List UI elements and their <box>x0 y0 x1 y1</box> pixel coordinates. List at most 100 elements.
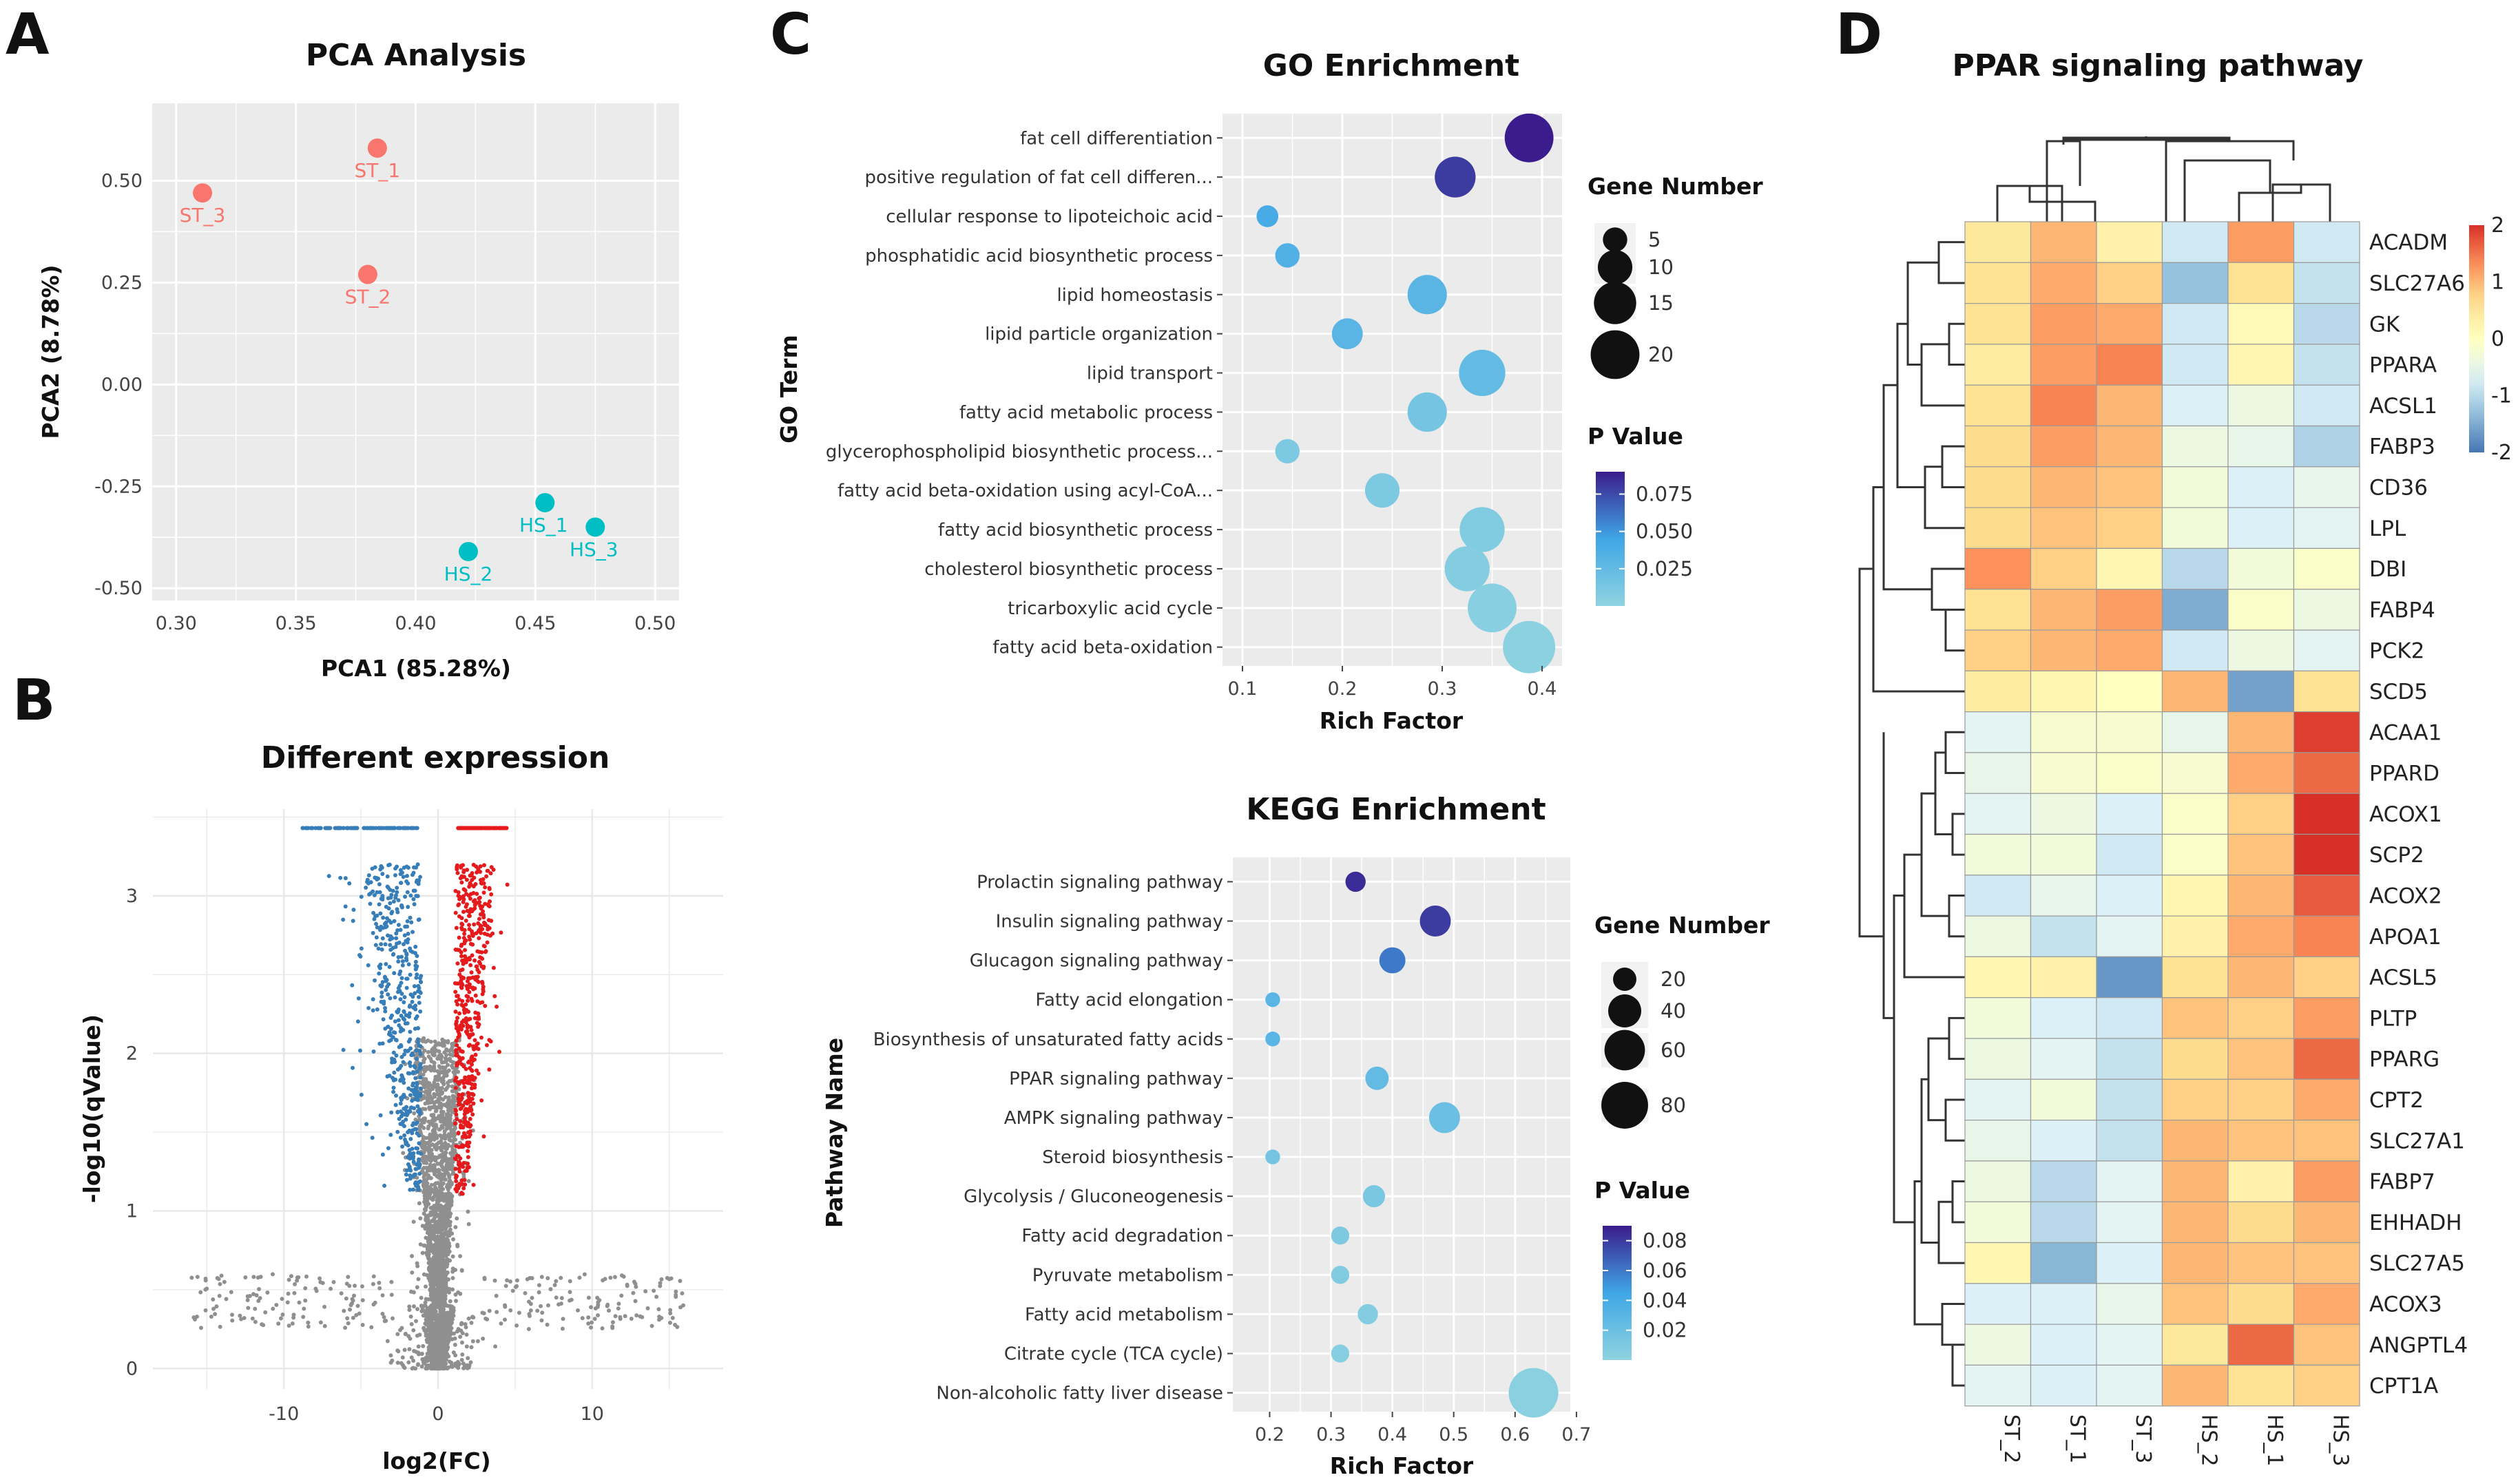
heatmap-cell <box>2161 547 2229 590</box>
heatmap-cell <box>2030 875 2097 917</box>
heatmap-cell <box>2161 1160 2229 1202</box>
heatmap-cell <box>2096 221 2163 263</box>
heatmap-cell <box>2161 221 2229 263</box>
kegg-category-label: Steroid biosynthesis <box>1042 1147 1223 1168</box>
go-color-legend-label: 0.050 <box>1636 520 1693 543</box>
heatmap-cell <box>2096 303 2163 345</box>
heatmap-cell <box>1964 384 2032 427</box>
heatmap-cell <box>2096 589 2163 631</box>
heatmap-cell <box>2227 262 2295 304</box>
heatmap-cell <box>2030 956 2097 999</box>
volcano-y-tick-label: 3 <box>126 886 138 907</box>
go-bubble <box>1331 318 1363 350</box>
heatmap-cell <box>2096 1078 2163 1121</box>
kegg-plot-background <box>1233 857 1570 1412</box>
heatmap-scale-label: 0 <box>2491 327 2504 351</box>
kegg-x-tick-label: 0.4 <box>1377 1424 1407 1445</box>
heatmap-column-label: HS_1 <box>2262 1414 2287 1467</box>
heatmap-cell <box>2030 425 2097 468</box>
heatmap-cell <box>2161 1038 2229 1080</box>
heatmap-row-label: ACADM <box>2369 231 2448 255</box>
heatmap-cell <box>2030 303 2097 345</box>
heatmap-cell <box>2161 425 2229 468</box>
heatmap-cell <box>1964 1078 2032 1121</box>
kegg-x-tick-label: 0.2 <box>1255 1424 1284 1445</box>
heatmap-row-label: PPARG <box>2369 1047 2439 1072</box>
heatmap-cell <box>2227 547 2295 590</box>
heatmap-cell <box>2030 1324 2097 1366</box>
heatmap-cell <box>2161 1283 2229 1325</box>
volcano-y-tick-label: 2 <box>126 1043 138 1065</box>
heatmap-cell <box>2293 875 2360 917</box>
heatmap-row-label: PCK2 <box>2369 639 2424 664</box>
heatmap-row-label: SLC27A5 <box>2369 1251 2465 1276</box>
volcano-x-tick-label: 10 <box>581 1403 604 1425</box>
heatmap-cell <box>2030 711 2097 753</box>
go-bubble <box>1407 275 1447 315</box>
kegg-size-legend-circle <box>1601 1082 1648 1129</box>
pca-point-label: HS_2 <box>444 563 493 585</box>
heatmap-cell <box>2030 670 2097 713</box>
heatmap-cell <box>2227 221 2295 263</box>
go-category-label: positive regulation of fat cell differen… <box>865 167 1213 188</box>
heatmap-cell <box>2293 629 2360 671</box>
go-category-label: glycerophospholipid biosynthetic process… <box>826 441 1213 462</box>
volcano-x-axis-label: log2(FC) <box>382 1448 491 1474</box>
kegg-bubble <box>1419 906 1451 937</box>
kegg-color-legend-label: 0.04 <box>1643 1288 1687 1312</box>
pca-y-axis-label: PCA2 (8.78%) <box>37 264 64 439</box>
heatmap-cell <box>2293 711 2360 753</box>
kegg-category-label: Glycolysis / Gluconeogenesis <box>964 1187 1223 1207</box>
pca-point-label: HS_1 <box>519 514 568 536</box>
heatmap-cell <box>2227 629 2295 671</box>
volcano-points-not-significant <box>189 1036 686 1371</box>
kegg-enrichment-chart: KEGG Enrichment Prolactin signaling path… <box>821 792 1770 1479</box>
heatmap-cell <box>2096 507 2163 549</box>
heatmap-cell <box>2161 1242 2229 1284</box>
heatmap-scale-label: 2 <box>2491 213 2504 238</box>
heatmap-scale-label: -1 <box>2491 384 2512 408</box>
kegg-title: KEGG Enrichment <box>1246 792 1546 827</box>
go-bubble <box>1444 546 1490 592</box>
go-category-label: cholesterol biosynthetic process <box>924 559 1213 580</box>
heatmap-cell <box>2096 1201 2163 1244</box>
go-category-label: fatty acid beta-oxidation <box>992 638 1213 658</box>
heatmap-cell <box>2293 1160 2360 1202</box>
heatmap-cell <box>2161 262 2229 304</box>
heatmap-row-label: FABP7 <box>2369 1170 2435 1195</box>
heatmap-cell <box>2293 997 2360 1039</box>
heatmap-cell <box>2096 1324 2163 1366</box>
heatmap-cell <box>2161 1324 2229 1366</box>
heatmap-row-label: SCP2 <box>2369 843 2424 868</box>
heatmap-cell <box>2030 1160 2097 1202</box>
go-x-tick-label: 0.4 <box>1528 678 1557 700</box>
go-x-axis-label: Rich Factor <box>1320 707 1464 734</box>
heatmap-row-label: ACOX3 <box>2369 1292 2442 1317</box>
heatmap-cell <box>1964 956 2032 999</box>
go-color-legend-bar <box>1596 472 1625 606</box>
kegg-bubble <box>1428 1102 1460 1133</box>
heatmap-row-label: PPARD <box>2369 762 2439 786</box>
heatmap-cell <box>2096 547 2163 590</box>
go-size-legend-circle <box>1603 227 1627 252</box>
heatmap-cell <box>2293 221 2360 263</box>
kegg-bubble <box>1265 1149 1280 1164</box>
heatmap-cell <box>2227 507 2295 549</box>
heatmap-cell <box>2030 507 2097 549</box>
heatmap-cell <box>2096 711 2163 753</box>
volcano-chart: Different expression -10 0 10 0 1 2 3 log2(FC)… <box>79 740 723 1474</box>
heatmap-row-label: SCD5 <box>2369 680 2428 704</box>
heatmap-cell <box>2227 997 2295 1039</box>
heatmap-row-label: ACOX1 <box>2369 802 2442 827</box>
heatmap-cell <box>1964 547 2032 590</box>
kegg-category-label: Prolactin signaling pathway <box>977 872 1223 892</box>
heatmap-row-label: FABP4 <box>2369 598 2435 623</box>
heatmap-cell <box>2161 1201 2229 1244</box>
kegg-size-legend-label: 80 <box>1661 1094 1686 1117</box>
pca-y-tick-label: 0.25 <box>101 272 143 293</box>
heatmap-cell <box>2096 956 2163 999</box>
heatmap-column-label: ST_1 <box>2065 1414 2089 1463</box>
heatmap-cell <box>2227 875 2295 917</box>
heatmap-row-label: ACSL5 <box>2369 965 2437 990</box>
heatmap-column-label: HS_3 <box>2328 1414 2352 1467</box>
